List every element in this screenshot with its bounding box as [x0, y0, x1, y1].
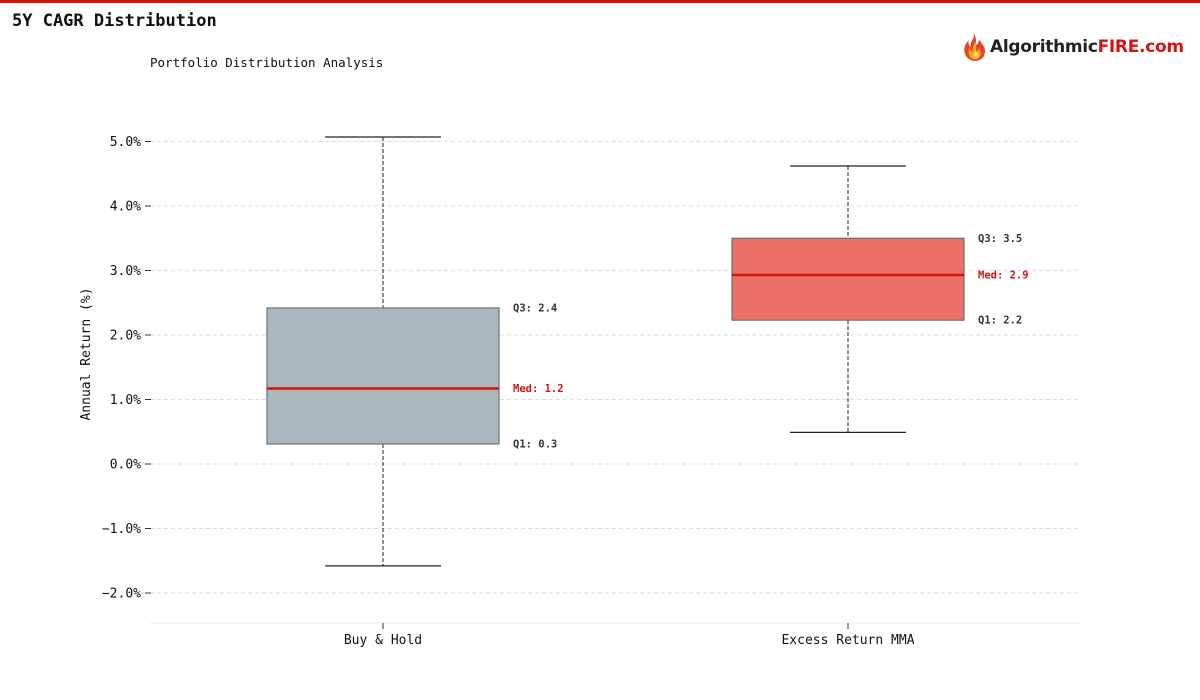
q1-label: Q1: 0.3: [513, 439, 557, 451]
x-tick-label: Excess Return MMA: [781, 633, 914, 648]
brand-logo[interactable]: AlgorithmicFIRE.com: [960, 30, 1184, 64]
page-title: 5Y CAGR Distribution: [12, 11, 217, 31]
q1-label: Q1: 2.2: [978, 315, 1022, 327]
q3-label: Q3: 3.5: [978, 233, 1022, 245]
y-tick-label: 5.0%: [110, 135, 141, 150]
iqr-box: [266, 307, 500, 445]
y-tick-label: 1.0%: [110, 393, 141, 408]
logo-text-accent: FIRE.com: [1097, 37, 1184, 57]
x-tick-label: Buy & Hold: [344, 633, 422, 648]
y-tick-label: 3.0%: [110, 264, 141, 279]
y-tick-label: −1.0%: [102, 522, 141, 537]
y-tick-label: −2.0%: [102, 587, 141, 602]
y-axis-label: Annual Return (%): [79, 287, 94, 420]
y-tick-label: 4.0%: [110, 200, 141, 215]
flame-icon: [964, 33, 985, 61]
median-label: Med: 1.2: [513, 383, 564, 395]
top-accent-bar: [0, 0, 1200, 3]
chart-subtitle: Portfolio Distribution Analysis: [150, 55, 384, 70]
median-label: Med: 2.9: [978, 270, 1029, 282]
q3-label: Q3: 2.4: [513, 302, 557, 314]
y-tick-label: 0.0%: [110, 458, 141, 473]
logo-text-main: Algorithmic: [990, 37, 1098, 57]
y-tick-label: 2.0%: [110, 329, 141, 344]
iqr-box: [731, 237, 965, 321]
